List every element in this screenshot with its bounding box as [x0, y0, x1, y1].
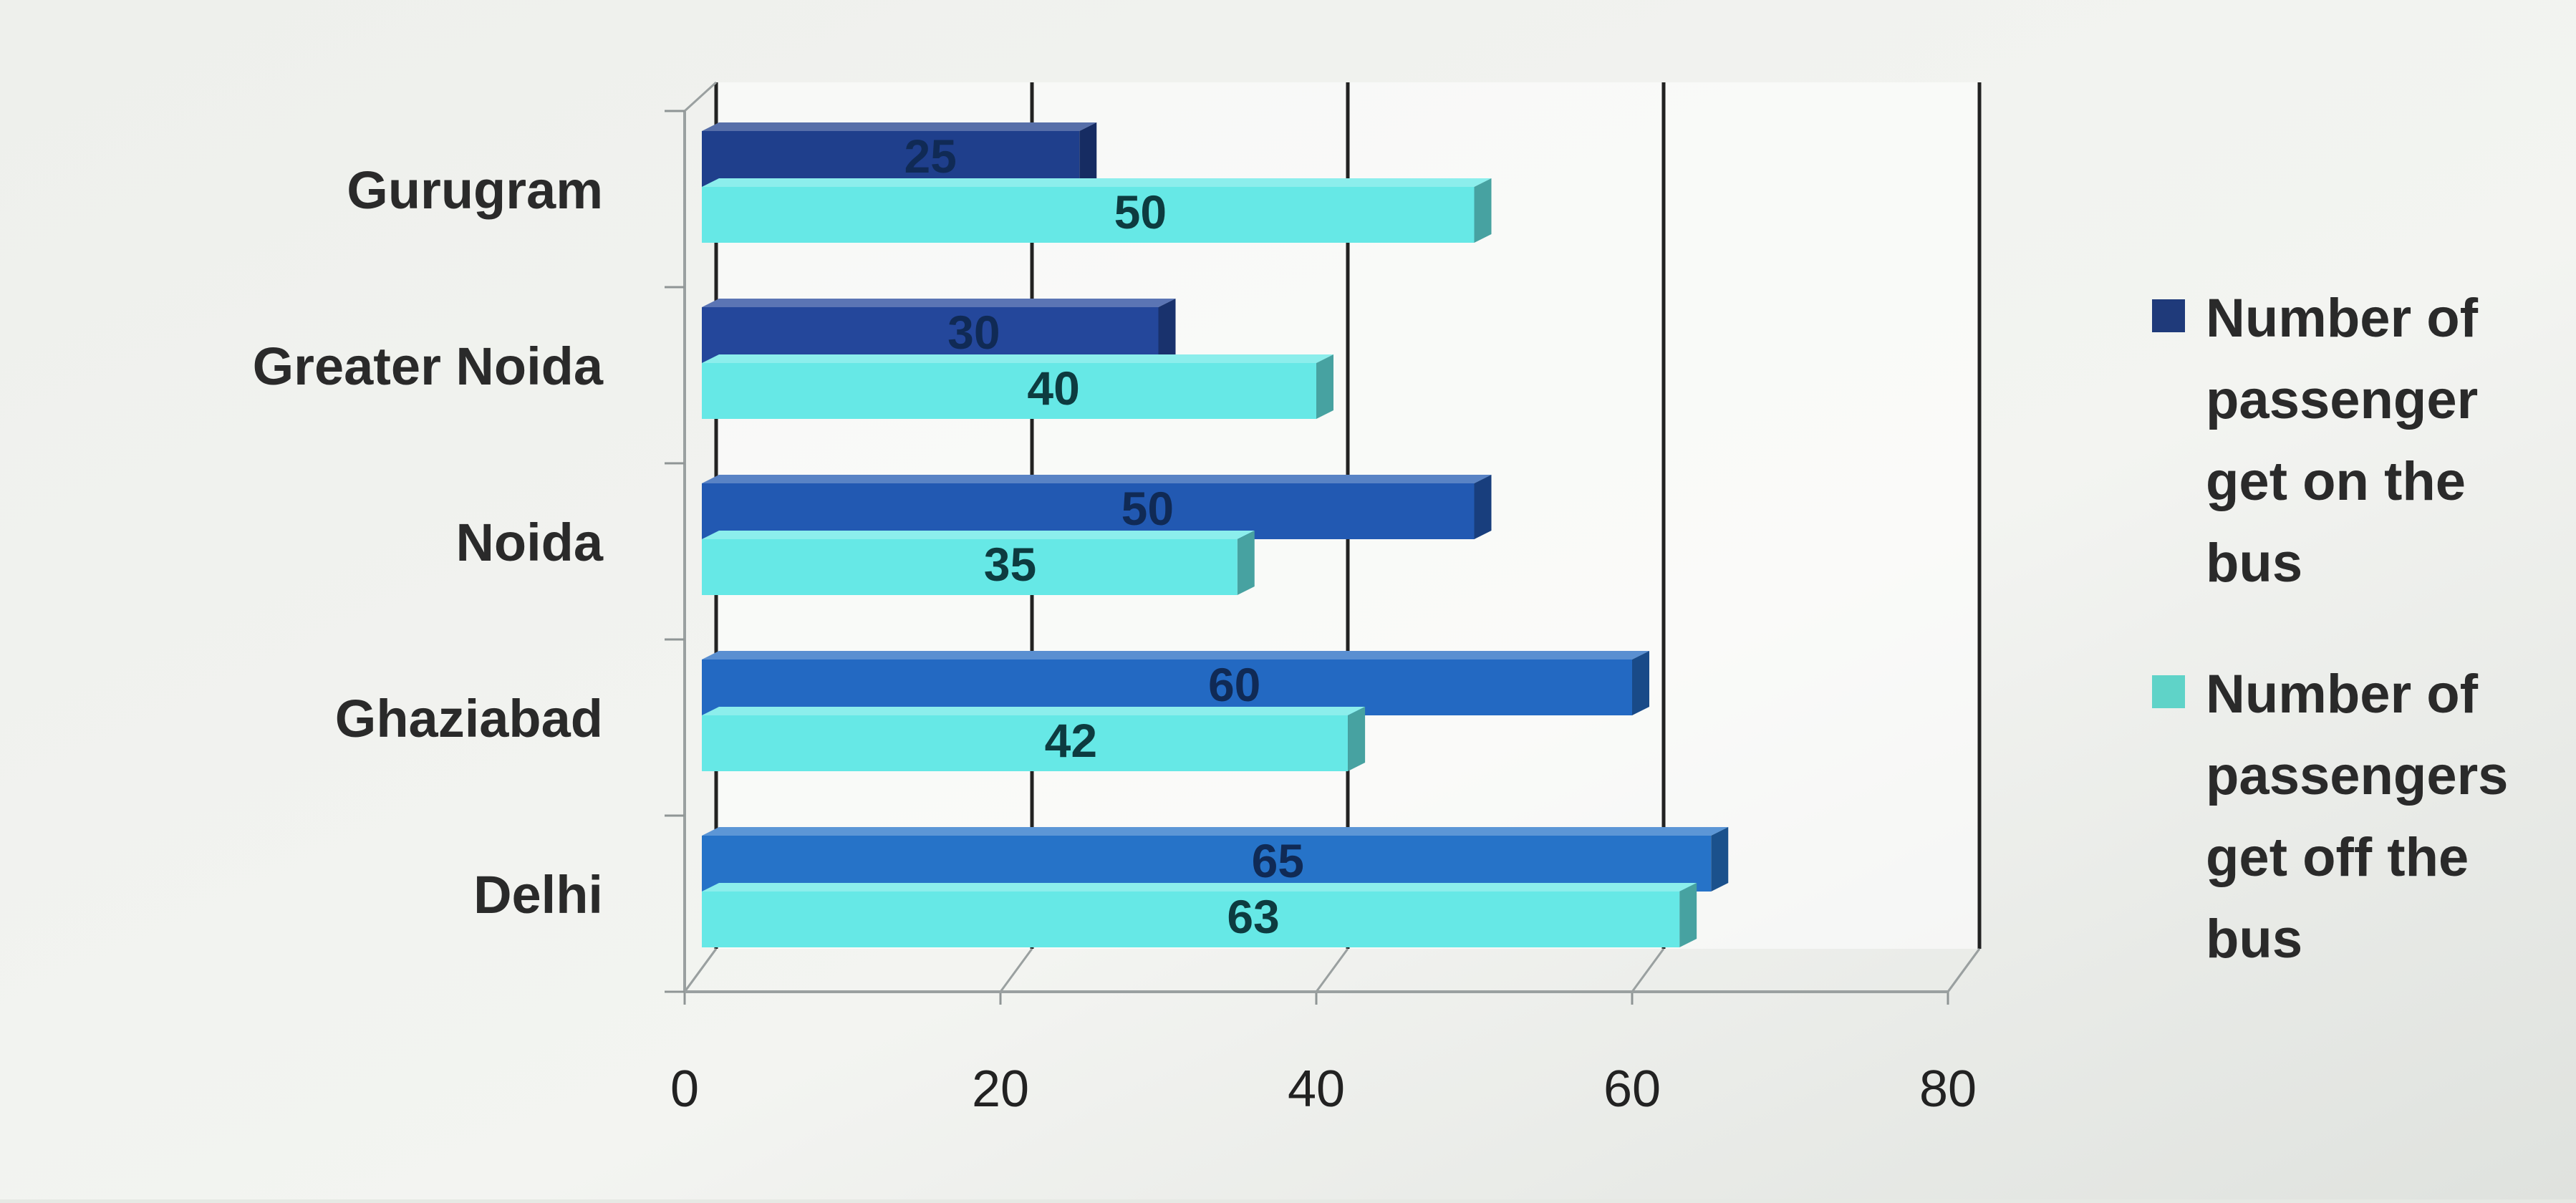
bar-top-face: [702, 883, 1697, 892]
y-category-label: Delhi: [473, 865, 603, 924]
bar-top-face: [702, 827, 1729, 836]
bar: [702, 131, 1080, 187]
legend-label: Number of: [2206, 664, 2479, 725]
data-label: 63: [1227, 890, 1279, 943]
y-category-label: Greater Noida: [253, 337, 604, 396]
x-tick-label: 60: [1603, 1061, 1661, 1118]
bar: [702, 836, 1712, 892]
bar-end-face: [1316, 354, 1333, 419]
y-category-label: Ghaziabad: [335, 689, 603, 748]
bar: [702, 363, 1316, 419]
bar: [702, 715, 1349, 771]
bar-end-face: [1158, 299, 1176, 363]
data-label: 60: [1208, 658, 1260, 711]
legend-label: passenger: [2206, 369, 2478, 430]
bar-end-face: [1079, 122, 1097, 187]
floor-edge: [683, 948, 718, 992]
wall-edge: [683, 81, 718, 112]
bar-top-face: [702, 354, 1333, 363]
bar-top-face: [702, 178, 1492, 187]
bar-end-face: [1237, 531, 1255, 595]
bar: [702, 539, 1238, 595]
bar-end-face: [1632, 651, 1649, 715]
bar-end-face: [1474, 475, 1492, 539]
x-tick-label: 0: [670, 1061, 699, 1118]
bar: [702, 660, 1632, 715]
bar-top-face: [702, 707, 1366, 715]
bar: [702, 892, 1680, 947]
data-label: 30: [947, 306, 1000, 359]
bar-top-face: [702, 475, 1492, 483]
bars: [702, 122, 1729, 947]
bar: [702, 483, 1475, 539]
legend-swatch: [2152, 299, 2185, 332]
legend-label: bus: [2206, 533, 2302, 594]
x-tick-label: 20: [972, 1061, 1029, 1118]
data-label: 25: [904, 130, 956, 183]
data-label: 65: [1252, 834, 1304, 887]
bar: [702, 187, 1475, 243]
floor-gridline: [1315, 948, 1349, 992]
floor-edge: [1947, 948, 1981, 992]
bar-end-face: [1348, 707, 1366, 771]
bar-top-face: [702, 531, 1255, 539]
bar-end-face: [1474, 178, 1492, 243]
data-label: 40: [1027, 362, 1079, 415]
y-category-label: Gurugram: [347, 160, 603, 220]
bar-top-face: [702, 651, 1649, 660]
bar-end-face: [1679, 883, 1697, 947]
legend-label: get off the: [2206, 827, 2469, 888]
data-label: 35: [984, 538, 1036, 591]
legend: Number of passenger get on the bus Number of…: [2152, 288, 2508, 970]
legend-label: get on the: [2206, 451, 2466, 512]
x-tick-label: 40: [1288, 1061, 1345, 1118]
legend-label: bus: [2206, 909, 2302, 970]
data-label: 50: [1121, 482, 1174, 535]
data-label: 42: [1045, 714, 1097, 767]
bar-top-face: [702, 122, 1097, 131]
floor-gridline: [1631, 948, 1665, 992]
bar-top-face: [702, 299, 1176, 307]
x-tick-label: 80: [1919, 1061, 1977, 1118]
bar-end-face: [1711, 827, 1729, 892]
legend-swatch: [2152, 675, 2185, 708]
legend-label: passengers: [2206, 745, 2508, 806]
y-category-label: Noida: [455, 513, 603, 572]
bar: [702, 307, 1159, 363]
floor-gridline: [999, 948, 1033, 992]
legend-label: Number of: [2206, 288, 2479, 349]
data-label: 50: [1114, 185, 1167, 238]
